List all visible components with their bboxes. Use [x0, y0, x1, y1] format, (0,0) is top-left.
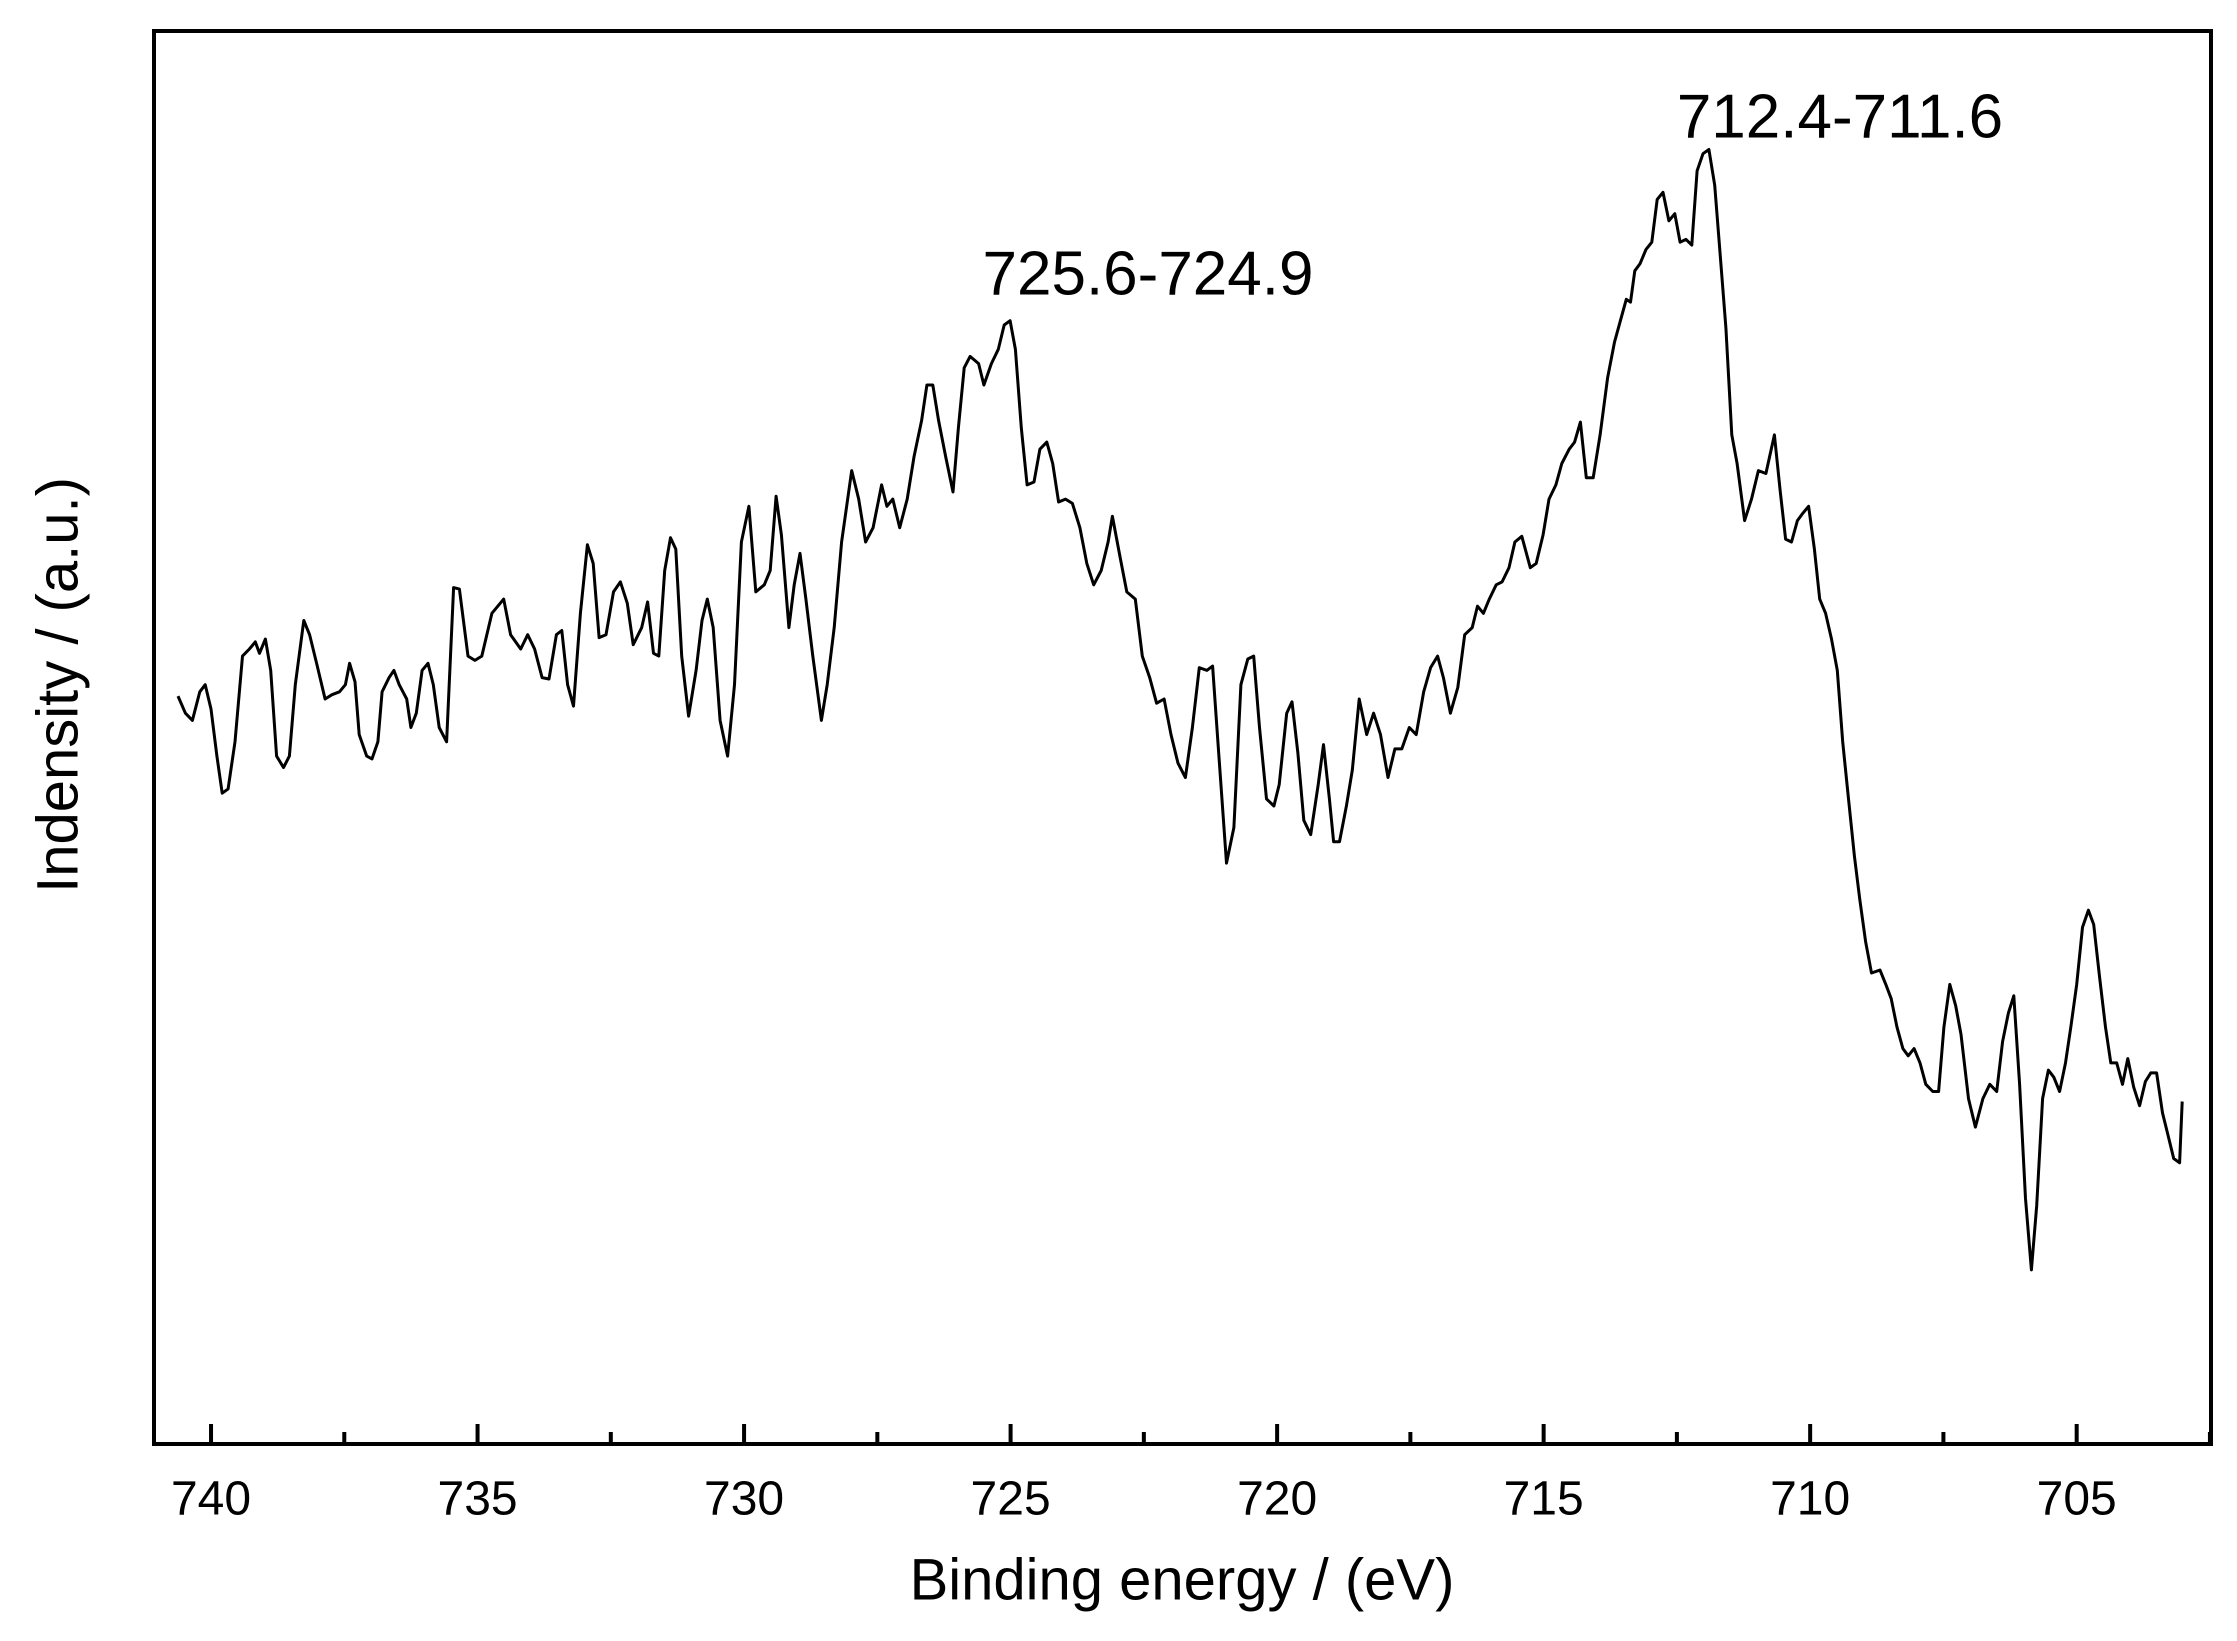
peak-annotation: 725.6-724.9 — [983, 239, 1314, 308]
x-tick-label: 730 — [704, 1473, 784, 1526]
x-tick-label: 740 — [171, 1473, 251, 1526]
x-tick-label: 715 — [1504, 1473, 1584, 1526]
plot-frame — [152, 29, 2213, 1446]
x-axis-label: Binding energy / (eV) — [910, 1547, 1455, 1612]
y-axis-label: Indensity / (a.u.) — [25, 477, 90, 893]
x-tick-label: 705 — [2037, 1473, 2117, 1526]
spectrum-line — [176, 148, 2184, 1272]
x-tick-label: 735 — [438, 1473, 518, 1526]
x-tick-label: 710 — [1770, 1473, 1850, 1526]
x-tick-label: 720 — [1237, 1473, 1317, 1526]
x-tick-label: 725 — [971, 1473, 1051, 1526]
peak-annotation: 712.4-711.6 — [1677, 82, 2003, 151]
